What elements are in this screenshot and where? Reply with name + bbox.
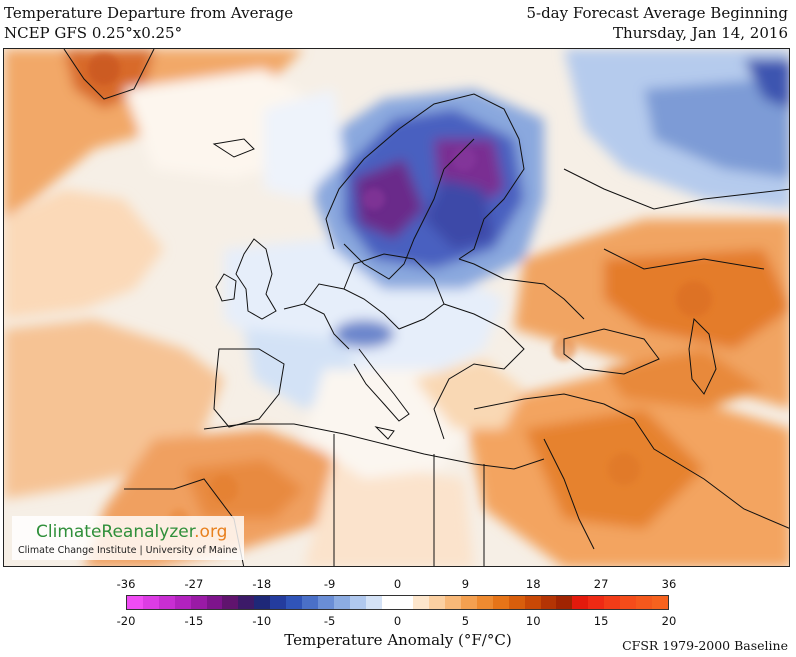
color-scale-segment — [397, 596, 414, 609]
color-scale-segment — [365, 596, 382, 609]
fahrenheit-tick-label: 18 — [525, 577, 541, 591]
color-scale-segment — [142, 596, 159, 609]
color-scale-segment — [286, 596, 302, 609]
anomaly-map — [3, 48, 790, 567]
model-subtitle: NCEP GFS 0.25°x0.25° — [4, 24, 183, 42]
fahrenheit-tick-row: -36 -27 -18 -9 0 9 18 27 36 — [0, 577, 796, 593]
color-scale-segment — [254, 596, 271, 609]
color-scale-bar — [126, 595, 669, 610]
fahrenheit-tick-label: -9 — [323, 577, 336, 591]
color-scale-segment — [190, 596, 207, 609]
color-scale-segment — [349, 596, 366, 609]
watermark-brand-suffix: .org — [194, 522, 228, 542]
baseline-note: CFSR 1979-2000 Baseline — [622, 638, 788, 653]
color-scale-segment — [238, 596, 255, 609]
fahrenheit-tick-label: -36 — [116, 577, 136, 591]
color-scale-segment — [413, 596, 430, 609]
color-scale-segment — [556, 596, 573, 609]
celsius-tick-label: 5 — [461, 614, 470, 628]
color-scale-segment — [636, 596, 652, 609]
color-scale-segment — [381, 596, 398, 609]
color-scale-segment — [588, 596, 605, 609]
color-scale-segment — [429, 596, 446, 609]
color-scale-segment — [604, 596, 621, 609]
color-scale-segment — [158, 596, 175, 609]
celsius-tick-label: 20 — [661, 614, 677, 628]
anomaly-map-graphic — [4, 49, 789, 566]
fahrenheit-tick-label: -27 — [184, 577, 204, 591]
color-scale-segment — [492, 596, 509, 609]
color-scale-segment — [317, 596, 334, 609]
fahrenheit-tick-label: -18 — [252, 577, 272, 591]
celsius-tick-label: -15 — [184, 614, 204, 628]
celsius-tick-label: 0 — [393, 614, 402, 628]
map-title: Temperature Departure from Average — [4, 4, 294, 22]
watermark-brand: ClimateReanalyzer.org — [36, 522, 227, 542]
color-scale-segment — [174, 596, 191, 609]
color-scale-segment — [127, 596, 143, 609]
fahrenheit-tick-label: 27 — [593, 577, 609, 591]
color-scale-segment — [461, 596, 477, 609]
color-scale-segment — [540, 596, 557, 609]
celsius-tick-label: -20 — [116, 614, 136, 628]
color-scale-segment — [445, 596, 462, 609]
color-scale-segment — [476, 596, 493, 609]
color-scale-segment — [333, 596, 350, 609]
color-scale-segment — [301, 596, 318, 609]
color-scale-segment — [524, 596, 541, 609]
fahrenheit-tick-label: 9 — [461, 577, 470, 591]
celsius-tick-label: 15 — [593, 614, 609, 628]
color-scale-segment — [620, 596, 636, 609]
color-scale-segment — [270, 596, 287, 609]
celsius-tick-row: -20 -15 -10 -5 0 5 10 15 20 — [0, 614, 796, 630]
fahrenheit-tick-label: 0 — [393, 577, 402, 591]
forecast-date: Thursday, Jan 14, 2016 — [613, 24, 788, 42]
color-scale-segment — [651, 596, 668, 609]
celsius-tick-label: -5 — [323, 614, 336, 628]
watermark-brand-main: ClimateReanalyzer — [36, 522, 195, 542]
fahrenheit-tick-label: 36 — [661, 577, 677, 591]
color-scale-segment — [222, 596, 239, 609]
legend-title: Temperature Anomaly (°F/°C) — [284, 631, 512, 649]
color-scale-segment — [206, 596, 223, 609]
color-scale-segment — [508, 596, 525, 609]
celsius-tick-label: 10 — [525, 614, 541, 628]
climate-reanalyzer-watermark: ClimateReanalyzer.org Climate Change Ins… — [12, 516, 244, 560]
forecast-period-title: 5-day Forecast Average Beginning — [526, 4, 788, 22]
color-scale-segment — [572, 596, 589, 609]
watermark-affiliation: Climate Change Institute | University of… — [18, 545, 238, 556]
celsius-tick-label: -10 — [252, 614, 272, 628]
